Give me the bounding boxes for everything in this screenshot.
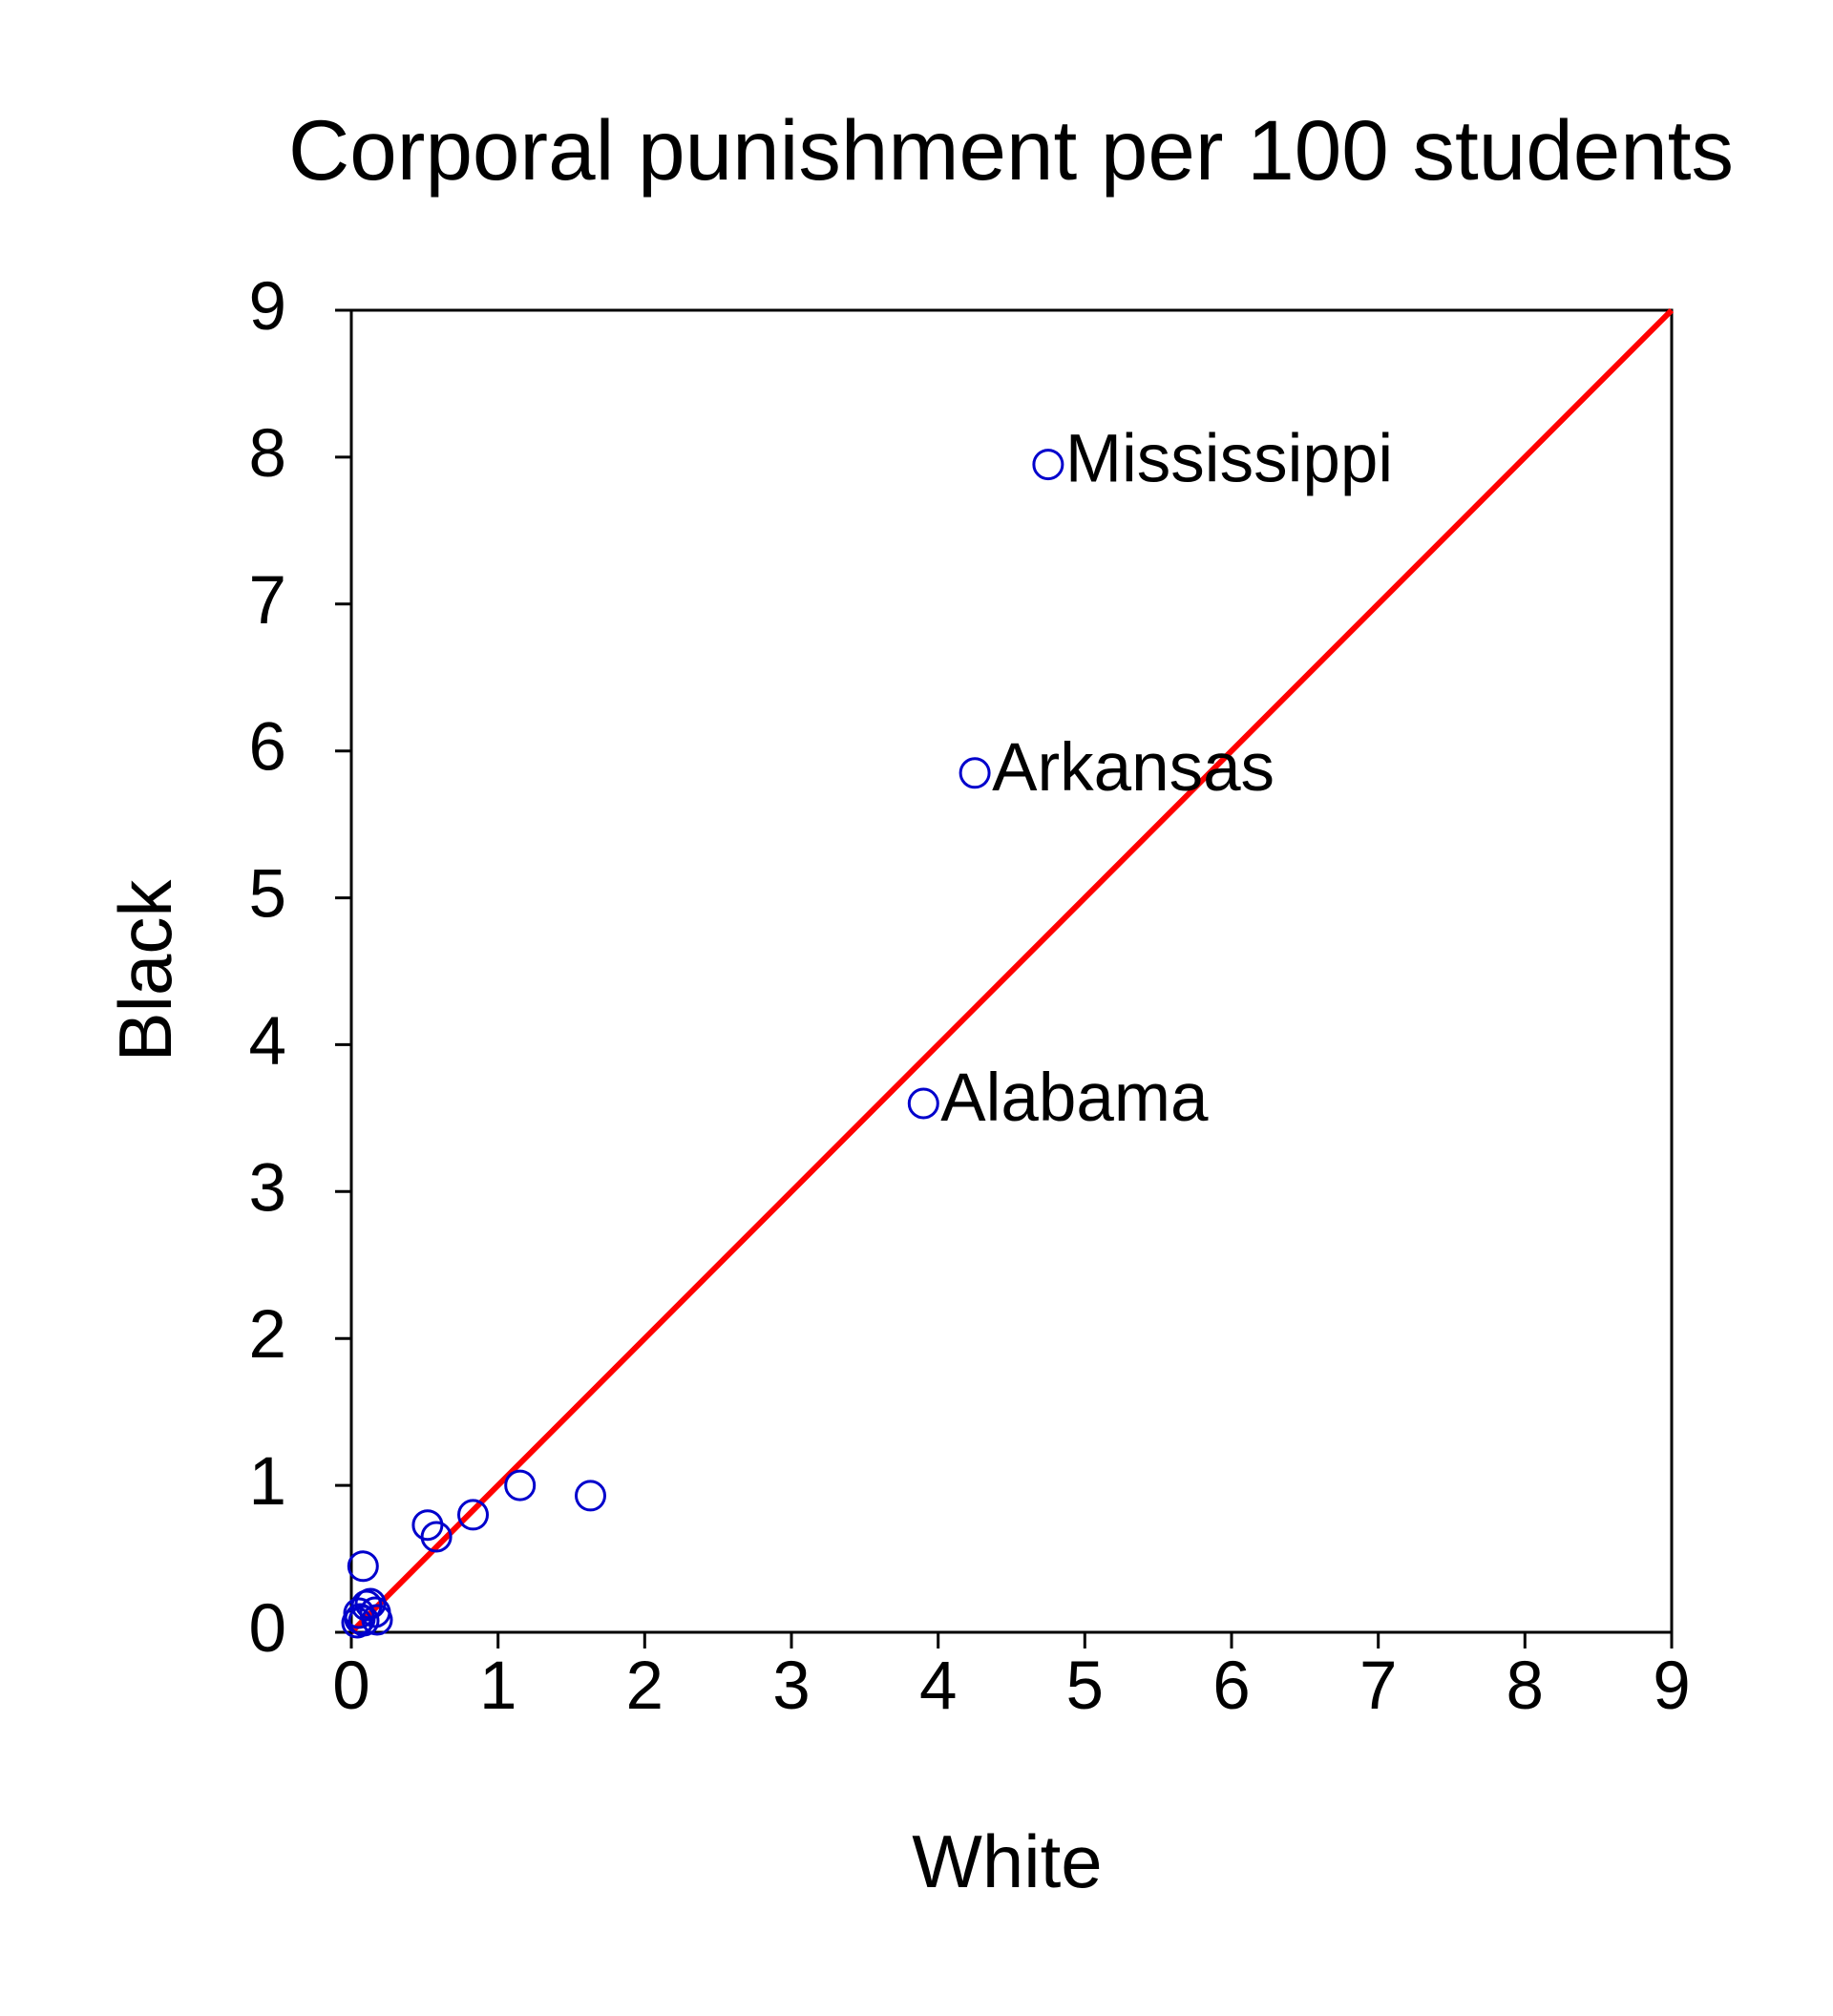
svg-text:1: 1: [479, 1648, 517, 1724]
svg-text:0: 0: [249, 1591, 287, 1667]
svg-text:4: 4: [249, 1003, 287, 1079]
svg-text:0: 0: [332, 1648, 370, 1724]
svg-text:2: 2: [249, 1297, 287, 1373]
svg-text:1: 1: [249, 1444, 287, 1520]
svg-text:3: 3: [772, 1648, 811, 1724]
svg-text:Arkansas: Arkansas: [992, 730, 1275, 806]
svg-text:White: White: [912, 1819, 1102, 1903]
svg-text:6: 6: [1212, 1648, 1251, 1724]
svg-text:Black: Black: [103, 879, 187, 1062]
svg-text:8: 8: [1506, 1648, 1545, 1724]
svg-text:2: 2: [626, 1648, 664, 1724]
svg-text:7: 7: [1359, 1648, 1398, 1724]
svg-text:Mississippi: Mississippi: [1065, 422, 1393, 497]
svg-text:3: 3: [249, 1150, 287, 1226]
svg-text:9: 9: [1653, 1648, 1691, 1724]
svg-text:6: 6: [249, 710, 287, 786]
svg-text:8: 8: [249, 416, 287, 492]
svg-text:5: 5: [1066, 1648, 1105, 1724]
svg-text:4: 4: [919, 1648, 958, 1724]
svg-text:5: 5: [249, 857, 287, 933]
svg-text:Corporal punishment per 100 st: Corporal punishment per 100 students: [288, 102, 1734, 198]
svg-text:Alabama: Alabama: [940, 1060, 1209, 1136]
svg-text:9: 9: [249, 269, 287, 345]
svg-text:7: 7: [249, 563, 287, 639]
